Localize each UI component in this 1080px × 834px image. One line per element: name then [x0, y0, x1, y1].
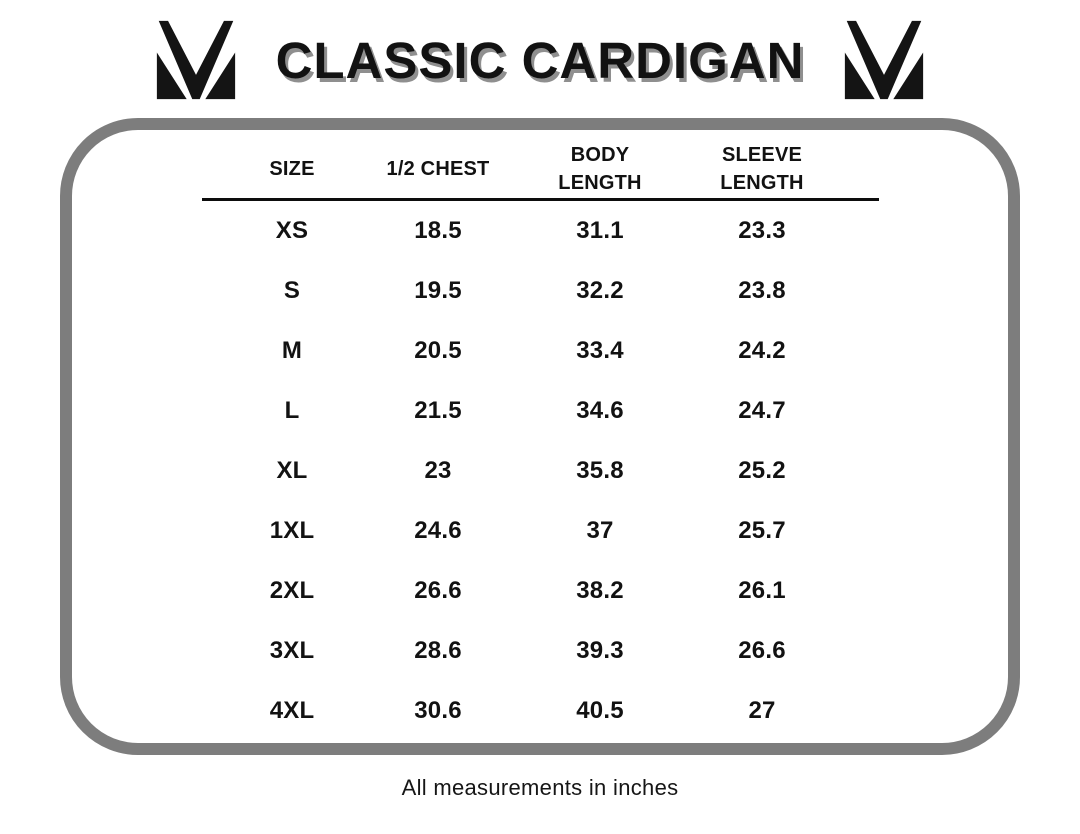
measurement-value: 39.3	[576, 637, 624, 664]
table-row: M 20.5 33.4 24.2	[202, 321, 879, 381]
size-label: 4XL	[269, 697, 315, 724]
column-header-line: LENGTH	[720, 172, 804, 194]
measurement-value: 24.6	[414, 517, 462, 544]
measurement-value: 19.5	[414, 277, 462, 304]
measurement-value: 37	[586, 517, 614, 544]
measurement-value: 30.6	[414, 697, 462, 724]
column-header-line: SIZE	[269, 158, 315, 180]
brand-m-logo-icon-left	[142, 19, 250, 101]
page-title: CLASSIC CARDIGAN	[275, 31, 805, 89]
measurement-value: 40.5	[576, 697, 624, 724]
masthead: CLASSIC CARDIGAN	[0, 14, 1080, 106]
table-row: XS 18.5 31.1 23.3	[202, 201, 879, 261]
measurement-value: 33.4	[576, 337, 624, 364]
size-chart-panel: SIZE 1/2 CHEST BODY LENGTH SLEEVE LENGTH…	[60, 118, 1020, 755]
measurement-value: 23.3	[738, 217, 786, 244]
table-row: 1XL 24.6 37 25.7	[202, 501, 879, 561]
column-header-sleeve-length: SLEEVE LENGTH	[707, 141, 818, 197]
measurement-value: 20.5	[414, 337, 462, 364]
measurement-units-note: All measurements in inches	[401, 775, 679, 800]
table-row: L 21.5 34.6 24.7	[202, 381, 879, 441]
size-label: L	[284, 397, 300, 424]
table-body: XS 18.5 31.1 23.3 S 19.5 32.2 23.8 M 20.5 33.4 24.2…	[202, 201, 879, 741]
table-row: XL 23 35.8 25.2	[202, 441, 879, 501]
measurement-value: 35.8	[576, 457, 624, 484]
header-divider	[201, 198, 879, 201]
measurement-value: 38.2	[576, 577, 624, 604]
size-label: 1XL	[269, 517, 315, 544]
size-label: XS	[275, 217, 309, 244]
measurement-value: 26.6	[414, 577, 462, 604]
measurement-value: 23.8	[738, 277, 786, 304]
column-header-line: 1/2 CHEST	[386, 158, 490, 180]
size-table: SIZE 1/2 CHEST BODY LENGTH SLEEVE LENGTH…	[201, 140, 879, 741]
brand-m-logo-icon-right	[830, 19, 938, 101]
column-header-half-chest: 1/2 CHEST	[383, 155, 494, 183]
measurement-value: 21.5	[414, 397, 462, 424]
size-label: M	[281, 337, 303, 364]
column-header-line: SLEEVE	[721, 144, 803, 166]
table-row: 2XL 26.6 38.2 26.1	[202, 561, 879, 621]
measurement-value: 24.2	[738, 337, 786, 364]
size-label: S	[283, 277, 301, 304]
column-header-body-length: BODY LENGTH	[494, 141, 707, 197]
measurement-value: 31.1	[576, 217, 624, 244]
measurement-value: 23	[424, 457, 452, 484]
measurement-value: 27	[748, 697, 776, 724]
column-header-line: BODY	[570, 144, 630, 166]
measurement-value: 26.1	[738, 577, 786, 604]
measurement-value: 25.7	[738, 517, 786, 544]
column-header-size: SIZE	[202, 155, 383, 183]
table-row: S 19.5 32.2 23.8	[202, 261, 879, 321]
size-label: XL	[276, 457, 308, 484]
table-row: 4XL 30.6 40.5 27	[202, 681, 879, 741]
measurement-value: 18.5	[414, 217, 462, 244]
measurement-value: 32.2	[576, 277, 624, 304]
table-header-row: SIZE 1/2 CHEST BODY LENGTH SLEEVE LENGTH	[202, 140, 879, 198]
measurement-value: 34.6	[576, 397, 624, 424]
measurement-value: 26.6	[738, 637, 786, 664]
table-row: 3XL 28.6 39.3 26.6	[202, 621, 879, 681]
size-label: 3XL	[269, 637, 315, 664]
measurement-value: 25.2	[738, 457, 786, 484]
measurement-value: 28.6	[414, 637, 462, 664]
column-header-line: LENGTH	[558, 172, 642, 194]
size-label: 2XL	[269, 577, 315, 604]
measurement-value: 24.7	[738, 397, 786, 424]
